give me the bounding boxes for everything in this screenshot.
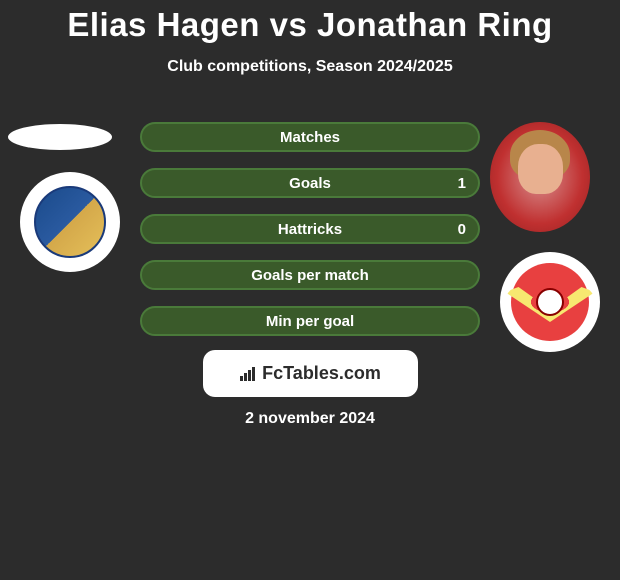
ball-icon xyxy=(536,288,564,316)
date-label: 2 november 2024 xyxy=(0,410,620,428)
stat-label: Hattricks xyxy=(142,221,478,238)
stat-row-goals-per-match: Goals per match xyxy=(140,260,480,290)
player-face-icon xyxy=(518,144,563,194)
stat-row-matches: Matches xyxy=(140,122,480,152)
stat-right-value: 0 xyxy=(458,221,466,238)
stat-row-hattricks: Hattricks 0 xyxy=(140,214,480,244)
stat-label: Matches xyxy=(142,129,478,146)
brand-badge: FcTables.com xyxy=(203,350,418,397)
stat-row-goals: Goals 1 xyxy=(140,168,480,198)
stat-row-min-per-goal: Min per goal xyxy=(140,306,480,336)
stat-label: Goals xyxy=(142,175,478,192)
stats-table: Matches Goals 1 Hattricks 0 Goals per ma… xyxy=(140,122,480,352)
kalmar-crest-icon xyxy=(511,263,589,341)
stat-label: Min per goal xyxy=(142,313,478,330)
bar-chart-icon xyxy=(240,367,258,381)
brand-text: FcTables.com xyxy=(262,363,381,384)
comparison-title: Elias Hagen vs Jonathan Ring xyxy=(0,0,620,44)
club-right-badge xyxy=(500,252,600,352)
season-subtitle: Club competitions, Season 2024/2025 xyxy=(0,58,620,76)
player-left-placeholder xyxy=(8,124,112,150)
stat-right-value: 1 xyxy=(458,175,466,192)
stat-label: Goals per match xyxy=(142,267,478,284)
player-right-photo xyxy=(490,122,590,232)
club-left-badge xyxy=(20,172,120,272)
ifk-crest-icon xyxy=(34,186,106,258)
